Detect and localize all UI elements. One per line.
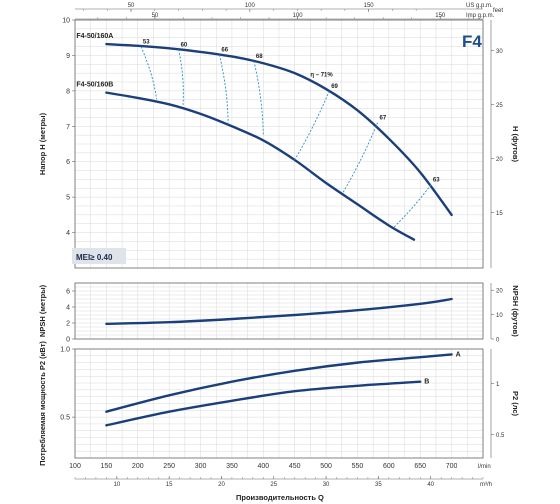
series-label-f4-50-160b: F4-50/160B: [76, 82, 113, 89]
npsh-panel-right-y-title: NPSH (футов): [511, 285, 520, 337]
imp-gpm-tick-label: 50: [152, 13, 159, 19]
y-tick-label: 6: [66, 289, 70, 296]
m3h-tick-label: 40: [427, 482, 434, 488]
y-tick-label: 10: [62, 18, 70, 25]
m3h-tick-label: 20: [218, 482, 225, 488]
frame-layer: [72, 8, 494, 480]
y-tick-label: 1.0: [60, 347, 70, 354]
curve-npsh: [105, 297, 453, 325]
right-y-tick-label: 0.5: [496, 433, 505, 439]
us-gpm-tick-label: 50: [128, 3, 135, 9]
lmin-tick-label: 350: [226, 463, 238, 470]
lmin-unit-label: l/min: [478, 464, 491, 470]
m3h-tick-label: 10: [114, 482, 121, 488]
efficiency-label: 66: [221, 48, 228, 54]
efficiency-iso-line: [294, 90, 330, 161]
page-title: F4: [462, 32, 482, 51]
y-tick-label: 4: [66, 305, 70, 312]
us-gpm-unit-label: US g.p.m.: [466, 3, 493, 9]
us-gpm-tick-label: 150: [364, 3, 375, 9]
efficiency-peak-label: η – 71%: [310, 73, 333, 79]
lmin-tick-label: 200: [132, 463, 144, 470]
lmin-tick-label: 100: [69, 463, 81, 470]
y-tick-label: 6: [66, 159, 70, 166]
mei-badge: [72, 248, 126, 264]
npsh-panel-frame: [74, 282, 484, 340]
y-tick-label: 7: [66, 124, 70, 131]
m3h-unit-label: m³/h: [480, 482, 492, 488]
right-y-tick-label: 1: [496, 382, 500, 388]
efficiency-iso-line: [178, 49, 184, 107]
head-panel-right-y-title: H (футов): [511, 126, 520, 162]
head-panel-y-title: Напор H (метры): [38, 112, 47, 175]
curve-f4-50-160a: [105, 42, 453, 217]
curve-a: [105, 353, 453, 413]
lmin-tick-label: 650: [414, 463, 426, 470]
m3h-tick-label: 25: [270, 482, 277, 488]
curve-layer: [105, 42, 453, 427]
y-tick-label: 9: [66, 53, 70, 60]
power-panel-right-y-title: P2 (лс): [511, 391, 520, 417]
y-tick-label: 0: [66, 337, 70, 344]
npsh-panel-y-title: NPSH (метры): [38, 284, 47, 337]
lmin-tick-label: 300: [195, 463, 207, 470]
series-end-label-b: B: [424, 379, 429, 386]
y-tick-label: 0.5: [60, 415, 70, 422]
right-y-tick-label: 20: [496, 157, 503, 163]
lmin-tick-label: 250: [163, 463, 175, 470]
efficiency-iso-line: [342, 122, 378, 194]
efficiency-iso-line: [218, 54, 229, 125]
lmin-tick-label: 450: [289, 463, 301, 470]
efficiency-label: 68: [256, 54, 263, 60]
x-axis-title: Производительность Q: [236, 493, 324, 502]
us-gpm-tick-label: 100: [245, 3, 256, 9]
right-y-tick-label: 0: [496, 338, 500, 344]
grid-layer: [74, 19, 484, 459]
efficiency-label: 69: [331, 84, 338, 90]
y-tick-label: 2: [66, 321, 70, 328]
right-y-tick-label: 30: [496, 49, 503, 55]
series-end-label-a: A: [456, 351, 461, 358]
series-label-f4-50-160a: F4-50/160A: [76, 33, 113, 40]
y-tick-label: 4: [66, 230, 70, 237]
right-y-tick-label: 20: [496, 289, 503, 295]
power-panel-y-title: Потребляемая мощность P2 (кВт): [38, 341, 47, 466]
efficiency-label: 63: [433, 178, 440, 184]
curve-b: [105, 380, 422, 427]
y-tick-label: 8: [66, 88, 70, 95]
efficiency-label: 53: [143, 40, 150, 46]
head-panel-frame: [74, 19, 484, 269]
efficiency-iso-line: [140, 46, 158, 100]
efficiency-label: 67: [380, 116, 387, 122]
y-tick-label: 5: [66, 195, 70, 202]
lmin-tick-label: 700: [446, 463, 458, 470]
imp-gpm-tick-label: 150: [435, 13, 446, 19]
feet-unit-label: feet: [493, 8, 503, 14]
lmin-tick-label: 500: [320, 463, 332, 470]
right-y-tick-label: 15: [496, 211, 503, 217]
imp-gpm-unit-label: Imp g.p.m.: [466, 13, 495, 19]
curve-f4-50-160b: [105, 91, 416, 241]
lmin-tick-label: 600: [383, 463, 395, 470]
imp-gpm-tick-label: 100: [293, 13, 304, 19]
efficiency-label: 60: [181, 42, 188, 48]
m3h-tick-label: 30: [323, 482, 330, 488]
lmin-tick-label: 400: [257, 463, 269, 470]
right-y-tick-label: 25: [496, 103, 503, 109]
mei-label: MEI≥ 0.40: [76, 253, 113, 262]
efficiency-iso-line: [393, 184, 432, 228]
power-panel-frame: [74, 348, 484, 459]
right-y-tick-label: 10: [496, 313, 503, 319]
m3h-tick-label: 15: [166, 482, 173, 488]
efficiency-iso-line: [253, 60, 264, 136]
lmin-tick-label: 150: [101, 463, 113, 470]
lmin-tick-label: 550: [352, 463, 364, 470]
m3h-tick-label: 35: [375, 482, 382, 488]
